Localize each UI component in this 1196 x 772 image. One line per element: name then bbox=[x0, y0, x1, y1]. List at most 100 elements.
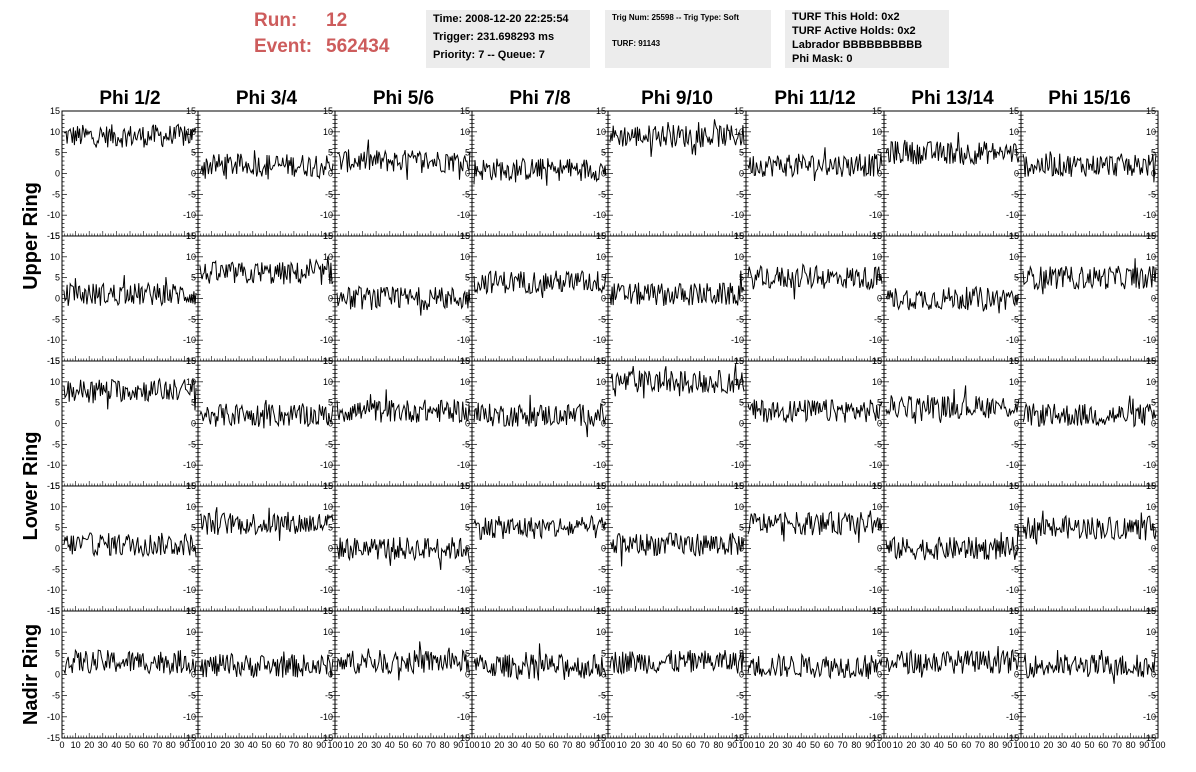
x-tick-label: 20 bbox=[84, 740, 94, 750]
event-label: Event: bbox=[254, 36, 313, 57]
x-tick-label: 30 bbox=[371, 740, 381, 750]
y-tick-label: -15 bbox=[1006, 733, 1019, 743]
y-tick-label: -5 bbox=[1011, 564, 1019, 574]
y-tick-label: 0 bbox=[191, 670, 196, 680]
waveform-trace bbox=[199, 399, 334, 429]
y-tick-label: 10 bbox=[50, 127, 60, 137]
y-tick-label: 15 bbox=[50, 356, 60, 366]
x-tick-label: 20 bbox=[906, 740, 916, 750]
y-tick-label: -5 bbox=[1011, 439, 1019, 449]
y-tick-label: 5 bbox=[465, 148, 470, 158]
y-tick-label: 15 bbox=[460, 606, 470, 616]
y-tick-label: 15 bbox=[50, 606, 60, 616]
y-tick-label: 10 bbox=[596, 627, 606, 637]
y-tick-label: -10 bbox=[869, 585, 882, 595]
y-tick-label: 0 bbox=[55, 419, 60, 429]
y-tick-label: 10 bbox=[460, 502, 470, 512]
y-tick-label: -10 bbox=[47, 210, 60, 220]
y-tick-label: -5 bbox=[325, 564, 333, 574]
y-tick-label: 10 bbox=[50, 627, 60, 637]
x-tick-label: 80 bbox=[576, 740, 586, 750]
y-tick-label: 15 bbox=[1009, 356, 1019, 366]
y-tick-label: -5 bbox=[325, 691, 333, 701]
waveform-trace bbox=[885, 645, 1020, 678]
y-tick-label: 15 bbox=[460, 231, 470, 241]
x-tick-label: 60 bbox=[686, 740, 696, 750]
y-tick-label: -10 bbox=[183, 712, 196, 722]
ring-label: Lower Ring bbox=[20, 432, 42, 541]
y-tick-label: 5 bbox=[328, 523, 333, 533]
column-header: Phi 9/10 bbox=[641, 88, 713, 109]
x-tick-label: 80 bbox=[989, 740, 999, 750]
y-tick-label: 15 bbox=[323, 356, 333, 366]
y-tick-label: 10 bbox=[460, 127, 470, 137]
y-tick-label: 15 bbox=[323, 231, 333, 241]
x-tick-label: 100 bbox=[876, 740, 891, 750]
waveform-trace bbox=[473, 394, 607, 438]
waveform-trace bbox=[747, 510, 883, 543]
y-tick-label: 10 bbox=[1146, 127, 1156, 137]
waveform-trace bbox=[473, 269, 607, 298]
y-tick-label: 5 bbox=[1151, 148, 1156, 158]
y-tick-label: 10 bbox=[50, 252, 60, 262]
y-tick-label: 0 bbox=[55, 169, 60, 179]
panel-frame bbox=[883, 610, 1022, 739]
y-tick-label: 15 bbox=[50, 481, 60, 491]
y-tick-label: 10 bbox=[1146, 377, 1156, 387]
y-tick-label: 10 bbox=[1009, 127, 1019, 137]
y-tick-label: 10 bbox=[872, 377, 882, 387]
x-tick-label: 10 bbox=[893, 740, 903, 750]
y-tick-label: 15 bbox=[596, 356, 606, 366]
y-tick-label: -10 bbox=[731, 460, 744, 470]
y-tick-label: 0 bbox=[328, 169, 333, 179]
x-tick-label: 80 bbox=[303, 740, 313, 750]
y-tick-label: -10 bbox=[183, 210, 196, 220]
x-tick-label: 90 bbox=[179, 740, 189, 750]
y-tick-label: 0 bbox=[601, 294, 606, 304]
waveform-trace bbox=[1022, 258, 1157, 295]
waveform-trace bbox=[1022, 395, 1157, 428]
waveform-trace bbox=[473, 514, 607, 540]
y-tick-label: 10 bbox=[1009, 627, 1019, 637]
y-tick-label: 10 bbox=[596, 377, 606, 387]
y-tick-label: 10 bbox=[734, 377, 744, 387]
y-tick-label: 5 bbox=[55, 273, 60, 283]
y-tick-label: -5 bbox=[325, 314, 333, 324]
waveform-trace bbox=[63, 377, 197, 411]
x-tick-label: 50 bbox=[398, 740, 408, 750]
y-tick-label: 5 bbox=[601, 648, 606, 658]
y-tick-label: -10 bbox=[1143, 335, 1156, 345]
panel-frame bbox=[1020, 235, 1159, 362]
waveform-trace bbox=[885, 132, 1020, 166]
y-tick-label: -10 bbox=[593, 585, 606, 595]
y-tick-label: 5 bbox=[465, 648, 470, 658]
trig-info-box: Trig Num: 25598 -- Trig Type: Soft TURF:… bbox=[605, 10, 771, 68]
y-tick-label: -10 bbox=[183, 460, 196, 470]
y-tick-label: -10 bbox=[1006, 460, 1019, 470]
y-tick-label: 5 bbox=[601, 273, 606, 283]
y-tick-label: 15 bbox=[734, 106, 744, 116]
y-tick-label: -10 bbox=[47, 335, 60, 345]
ring-label: Nadir Ring bbox=[20, 624, 42, 725]
panel-frame bbox=[197, 485, 336, 612]
waveform-trace bbox=[885, 385, 1020, 424]
priority-text: Priority: 7 -- Queue: 7 bbox=[433, 49, 545, 61]
y-tick-label: -10 bbox=[457, 210, 470, 220]
waveform-trace bbox=[609, 270, 745, 306]
y-tick-label: 0 bbox=[1151, 294, 1156, 304]
y-tick-label: 0 bbox=[1014, 544, 1019, 554]
y-tick-label: 15 bbox=[596, 481, 606, 491]
y-tick-label: -5 bbox=[462, 189, 470, 199]
x-tick-label: 90 bbox=[316, 740, 326, 750]
y-tick-label: 15 bbox=[1146, 481, 1156, 491]
y-tick-label: 15 bbox=[186, 231, 196, 241]
y-tick-label: -10 bbox=[593, 460, 606, 470]
waveform-trace bbox=[609, 364, 745, 399]
y-tick-label: 5 bbox=[739, 148, 744, 158]
x-tick-label: 60 bbox=[275, 740, 285, 750]
panel-frame bbox=[1020, 610, 1159, 739]
y-tick-label: -10 bbox=[183, 335, 196, 345]
y-tick-label: 10 bbox=[596, 252, 606, 262]
panel-frame bbox=[883, 110, 1022, 237]
y-tick-label: -5 bbox=[462, 564, 470, 574]
